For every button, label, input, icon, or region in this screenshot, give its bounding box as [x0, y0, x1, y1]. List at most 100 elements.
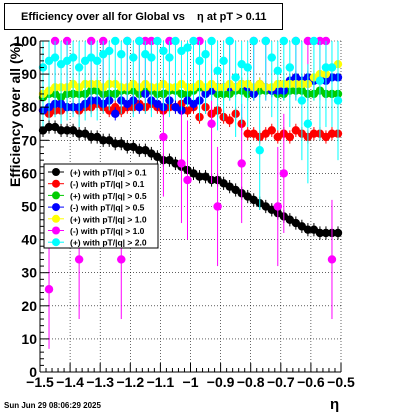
x-tick-label: −1: [183, 374, 199, 390]
data-point: [333, 96, 343, 105]
data-point: [195, 172, 204, 181]
data-point: [333, 228, 343, 238]
data-point: [303, 119, 313, 128]
legend-label: (+) with pT/|q| > 0.1: [70, 168, 147, 178]
y-tick-label: 30: [21, 265, 37, 281]
legend-label: (+) with pT/|q| > 0.5: [70, 191, 147, 201]
x-tick-label: −1.1: [147, 374, 175, 390]
data-point: [68, 53, 78, 62]
legend-label: (-) with pT/|q| > 0.1: [70, 179, 145, 189]
y-tick-label: 80: [21, 99, 37, 115]
data-point: [309, 36, 319, 46]
data-point: [303, 36, 313, 46]
data-point: [273, 66, 282, 75]
data-point: [279, 169, 289, 178]
data-point: [267, 126, 276, 135]
data-point: [273, 202, 282, 211]
data-point: [327, 63, 337, 72]
data-point: [225, 116, 234, 125]
data-point: [321, 63, 331, 72]
data-point: [183, 43, 192, 52]
data-point: [195, 56, 204, 66]
y-tick-label: 70: [21, 132, 37, 148]
y-tick-label: 60: [21, 165, 37, 181]
data-point: [315, 76, 325, 85]
data-point: [189, 36, 198, 46]
legend-marker: [52, 191, 60, 200]
y-tick-label: 90: [21, 66, 37, 82]
data-point: [207, 119, 216, 128]
series-markers: [38, 36, 343, 349]
data-point: [321, 228, 331, 238]
data-point: [315, 228, 325, 238]
data-point: [50, 53, 60, 62]
x-tick-label: −1.5: [26, 374, 54, 390]
data-point: [327, 255, 337, 264]
data-point: [74, 255, 84, 264]
title-box: Efficiency over all for Global vs η at p…: [4, 3, 283, 30]
data-point: [74, 63, 84, 72]
y-tick-label: 100: [14, 33, 38, 49]
x-tick-label: −0.5: [327, 374, 355, 390]
x-tick-label: −0.8: [237, 374, 265, 390]
legend: (+) with pT/|q| > 0.1(-) with pT/|q| > 0…: [43, 163, 159, 249]
data-point: [231, 73, 240, 82]
data-point: [225, 36, 234, 46]
x-tick-label: −0.6: [297, 374, 325, 390]
series-0: [38, 120, 343, 240]
legend-marker: [52, 203, 60, 212]
data-point: [105, 46, 114, 56]
data-point: [129, 53, 138, 62]
x-tick-label: −0.9: [207, 374, 235, 390]
data-point: [327, 129, 337, 138]
data-point: [243, 129, 252, 138]
legend-label: (+) with pT/|q| > 2.0: [70, 238, 147, 248]
data-point: [135, 36, 144, 46]
data-point: [147, 53, 156, 62]
y-axis-label: Efficiency over all (%): [7, 42, 23, 187]
data-point: [201, 50, 210, 59]
legend-marker: [52, 179, 60, 188]
timestamp-footer: Sun Jun 29 08:06:29 2025: [4, 401, 101, 410]
data-point: [285, 63, 295, 72]
x-tick-label: −1.2: [116, 374, 144, 390]
data-point: [183, 175, 192, 185]
data-point: [303, 225, 313, 234]
data-point: [99, 136, 108, 145]
data-point: [255, 146, 264, 155]
data-point: [135, 146, 144, 155]
axes: [39, 40, 342, 373]
data-point: [123, 142, 132, 152]
data-point: [279, 36, 289, 46]
data-point: [177, 159, 186, 168]
data-point: [111, 139, 120, 148]
y-tick-label: 20: [21, 298, 37, 314]
data-point: [74, 129, 84, 138]
data-point: [213, 202, 222, 211]
data-point: [237, 159, 246, 168]
data-point: [153, 36, 162, 46]
data-point: [56, 126, 66, 135]
legend-marker: [52, 238, 60, 247]
data-point: [62, 126, 72, 135]
data-point: [309, 129, 319, 138]
y-tick-label: 40: [21, 232, 37, 248]
data-point: [291, 36, 301, 46]
x-tick-label: −1.4: [56, 374, 84, 390]
data-point: [111, 109, 120, 119]
y-tick-label: 0: [29, 364, 37, 380]
data-point: [117, 255, 126, 264]
data-point: [213, 66, 222, 75]
data-point: [261, 36, 270, 46]
legend-marker: [52, 168, 60, 176]
data-point: [297, 96, 307, 105]
data-point: [285, 132, 295, 142]
chart-title: Efficiency over all for Global vs η at p…: [21, 10, 267, 23]
legend-label: (+) with pT/|q| > 1.0: [70, 214, 147, 224]
series-6: [38, 36, 343, 210]
data-point: [159, 132, 168, 142]
data-point: [243, 63, 252, 72]
data-point: [135, 103, 144, 112]
